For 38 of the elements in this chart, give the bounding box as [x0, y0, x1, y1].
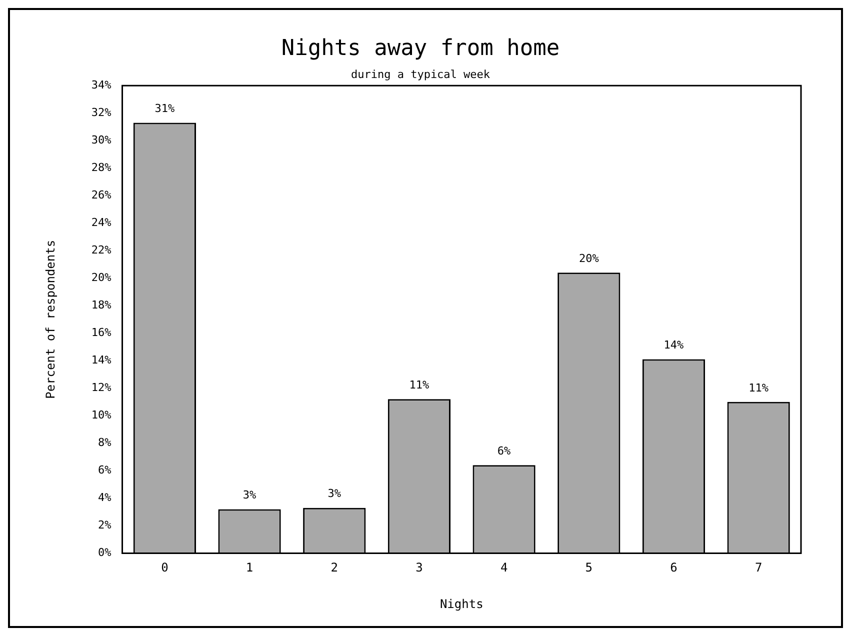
x-tick-label: 0: [161, 560, 168, 575]
y-tick-label: 16%: [91, 326, 112, 340]
y-tick-label: 2%: [98, 518, 112, 532]
x-tick-label: 5: [585, 560, 593, 575]
y-axis-title: Percent of respondents: [43, 240, 58, 399]
y-tick-label: 34%: [91, 78, 112, 92]
x-tick-label: 3: [416, 560, 423, 575]
y-tick-label: 24%: [91, 216, 112, 229]
y-tick-label: 8%: [98, 436, 112, 450]
y-tick-label: 4%: [98, 491, 112, 504]
y-tick-label: 14%: [91, 354, 112, 367]
y-tick-label: 6%: [98, 464, 112, 477]
data-label: 6%: [497, 444, 512, 458]
data-label: 14%: [664, 338, 684, 352]
chart-title: Nights away from home: [281, 36, 560, 61]
x-tick-label: 2: [330, 560, 338, 575]
data-label: 31%: [154, 102, 175, 116]
y-tick-label: 0%: [98, 546, 112, 560]
y-tick-label: 20%: [91, 271, 112, 284]
y-tick-label: 30%: [91, 133, 112, 146]
data-label: 20%: [578, 252, 600, 265]
y-tick-label: 10%: [91, 408, 112, 422]
x-tick-label: 7: [754, 560, 762, 575]
x-tick-label: 4: [500, 560, 508, 575]
data-label: 3%: [328, 487, 342, 500]
y-tick-label: 18%: [91, 298, 112, 312]
data-label: 11%: [409, 378, 430, 392]
x-tick-label: 1: [246, 560, 254, 575]
y-tick-label: 32%: [91, 106, 112, 119]
y-tick-label: 26%: [91, 188, 112, 202]
x-tick-label: 6: [670, 560, 678, 575]
data-label: 3%: [242, 488, 257, 502]
data-label: 11%: [748, 381, 769, 394]
chart-subtitle: during a typical week: [350, 68, 490, 81]
y-tick-label: 12%: [91, 381, 112, 394]
y-tick-label: 22%: [91, 243, 112, 256]
x-axis-title: Nights: [440, 596, 484, 611]
y-tick-label: 28%: [91, 160, 112, 174]
